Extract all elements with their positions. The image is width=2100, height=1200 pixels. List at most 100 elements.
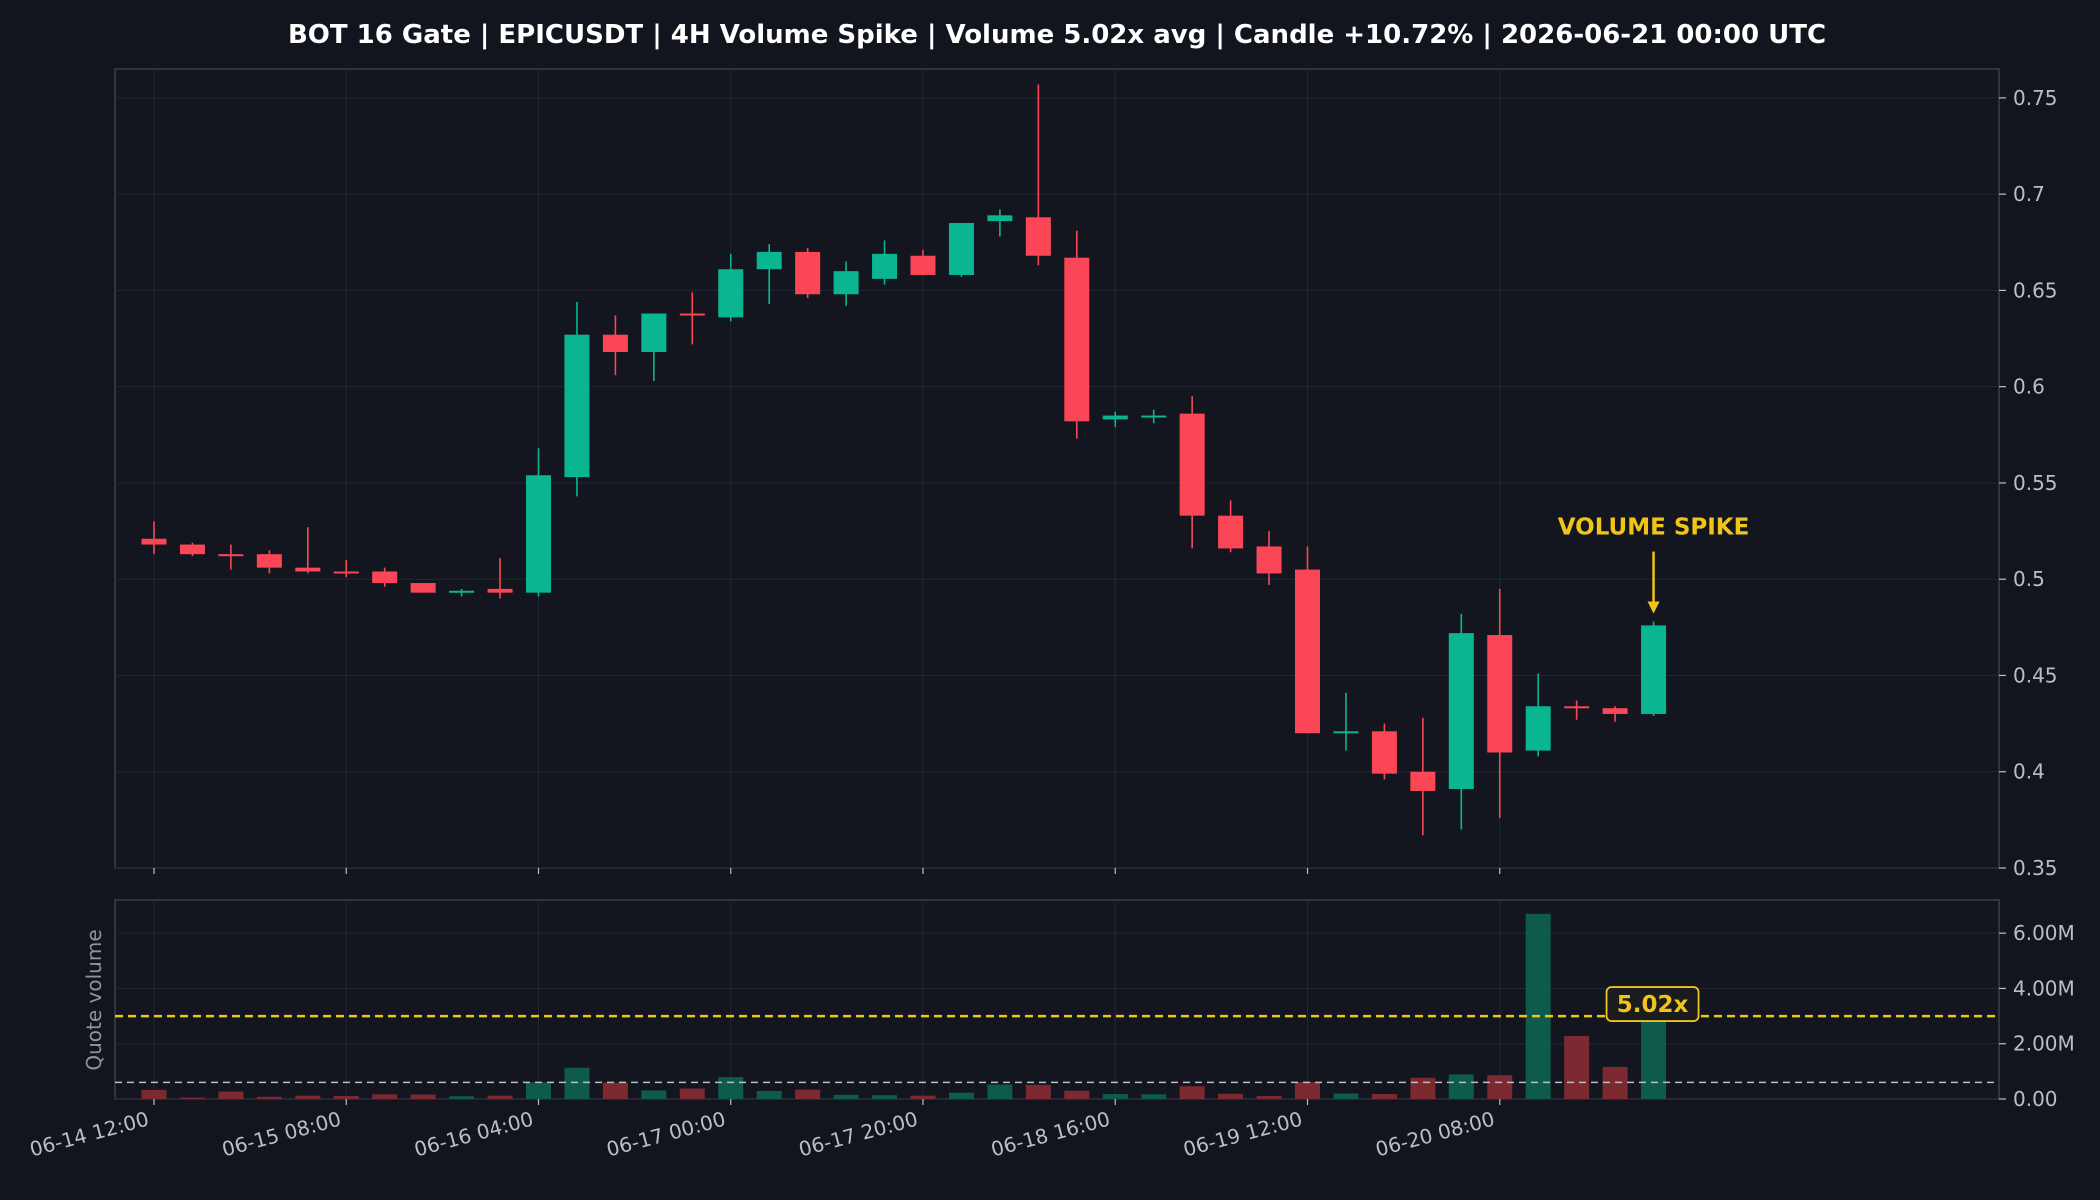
- volume-bar: [295, 1095, 321, 1099]
- candle-body: [679, 313, 705, 316]
- volume-bar: [795, 1089, 821, 1099]
- candle-body: [487, 588, 513, 593]
- volume-bar: [1141, 1094, 1167, 1099]
- candle: [1641, 621, 1667, 716]
- candle-body: [449, 590, 475, 593]
- candle: [372, 567, 398, 587]
- volume-y-axis: 0.00 2.00M 4.00M 6.00M: [1999, 921, 2075, 1111]
- price-panel: 0.35 0.4 0.45 0.5 0.55 0.6 0.65 0.7 0.75 VOLUME …: [114, 68, 2058, 880]
- price-y-tick-label: 0.35: [2013, 856, 2058, 880]
- volume-plot-area: [114, 899, 2000, 1100]
- candle: [756, 244, 782, 304]
- price-y-tick-label: 0.45: [2013, 663, 2058, 687]
- price-y-tick-label: 0.6: [2013, 375, 2045, 399]
- candle: [1064, 230, 1090, 439]
- candle-body: [602, 334, 628, 353]
- volume-bar: [910, 1095, 936, 1099]
- candle-body: [1295, 569, 1320, 734]
- candle: [1487, 588, 1513, 818]
- badge-label: 5.02x: [1617, 992, 1689, 1018]
- annotation-arrow-head: [1647, 601, 1660, 614]
- volume-bar: [1641, 1015, 1667, 1099]
- volume-bar: [1064, 1090, 1090, 1099]
- candle-body: [1064, 257, 1090, 422]
- candle: [1371, 723, 1397, 780]
- candle-body: [179, 544, 205, 555]
- price-y-tick-label: 0.55: [2013, 471, 2058, 495]
- candle-body: [987, 215, 1013, 222]
- volume-bar: [602, 1082, 628, 1099]
- volume-bar: [1025, 1084, 1051, 1099]
- candle-body: [1333, 731, 1359, 734]
- candle-body: [833, 271, 859, 295]
- volume-bar: [1256, 1095, 1282, 1099]
- volume-bar: [1564, 1035, 1590, 1099]
- candle: [948, 223, 974, 277]
- candle-body: [1448, 633, 1474, 790]
- volume-y-axis-label: Quote volume: [82, 929, 106, 1070]
- candle-body: [756, 251, 782, 270]
- volume-bar: [1448, 1074, 1474, 1099]
- volume-bar: [641, 1090, 667, 1099]
- candle: [833, 261, 859, 306]
- candle-body: [372, 571, 398, 584]
- volume-bar: [1102, 1094, 1128, 1099]
- candle-body: [1525, 706, 1551, 751]
- candle: [1602, 706, 1628, 722]
- price-y-tick-label: 0.75: [2013, 86, 2058, 110]
- volume-bar: [1218, 1093, 1244, 1099]
- candle: [1564, 700, 1590, 720]
- volume-bar: [410, 1094, 436, 1099]
- volume-spike-label: VOLUME SPIKE: [1558, 515, 1750, 541]
- candle: [795, 248, 821, 299]
- candle: [641, 313, 667, 381]
- volume-bar: [564, 1067, 590, 1099]
- volume-bar: [1333, 1093, 1359, 1099]
- volume-bar: [1410, 1077, 1436, 1099]
- price-y-tick-label: 0.5: [2013, 567, 2045, 591]
- candle: [1025, 84, 1051, 266]
- volume-bar: [833, 1094, 859, 1099]
- price-grid: [115, 69, 1999, 874]
- candle: [718, 253, 744, 322]
- candle: [1295, 546, 1320, 734]
- candle: [487, 558, 513, 599]
- candle-body: [295, 567, 321, 572]
- candle: [872, 240, 898, 285]
- candle: [256, 550, 282, 574]
- candle-body: [641, 313, 667, 353]
- candle-body: [872, 253, 898, 279]
- volume-bar: [948, 1092, 974, 1099]
- volume-bar: [718, 1077, 744, 1099]
- candle: [218, 544, 244, 570]
- candle-body: [718, 269, 744, 318]
- chart-title: BOT 16 Gate | EPICUSDT | 4H Volume Spike…: [288, 20, 1826, 50]
- volume-bar: [141, 1089, 167, 1099]
- volume-bar: [756, 1090, 782, 1099]
- candle-body: [910, 255, 936, 276]
- candle-body: [1141, 415, 1167, 418]
- candle-body: [218, 554, 244, 557]
- volume-bar: [872, 1095, 898, 1099]
- volume-bar: [1179, 1086, 1205, 1099]
- volume-bar: [333, 1095, 359, 1099]
- volume-bar: [679, 1088, 705, 1099]
- volume-y-tick-label: 6.00M: [2013, 921, 2075, 945]
- volume-y-tick-label: 2.00M: [2013, 1032, 2075, 1056]
- candle: [1141, 409, 1167, 424]
- volume-bar: [987, 1084, 1013, 1099]
- volume-y-tick-label: 4.00M: [2013, 976, 2075, 1000]
- volume-y-tick-label: 0.00: [2013, 1087, 2058, 1111]
- candle-body: [1218, 515, 1244, 549]
- candle: [1218, 500, 1244, 553]
- candle-body: [1487, 635, 1513, 753]
- volume-bar: [1371, 1094, 1397, 1099]
- volume-spike-annotation: VOLUME SPIKE: [1558, 515, 1750, 614]
- volume-bar: [218, 1091, 244, 1099]
- candle: [333, 559, 359, 578]
- volume-multiple-badge: 5.02x: [1605, 986, 1700, 1022]
- candle: [910, 249, 936, 276]
- price-y-axis: 0.35 0.4 0.45 0.5 0.55 0.6 0.65 0.7 0.75: [1999, 86, 2058, 880]
- volume-bar: [1295, 1082, 1320, 1099]
- candle-body: [1256, 546, 1282, 574]
